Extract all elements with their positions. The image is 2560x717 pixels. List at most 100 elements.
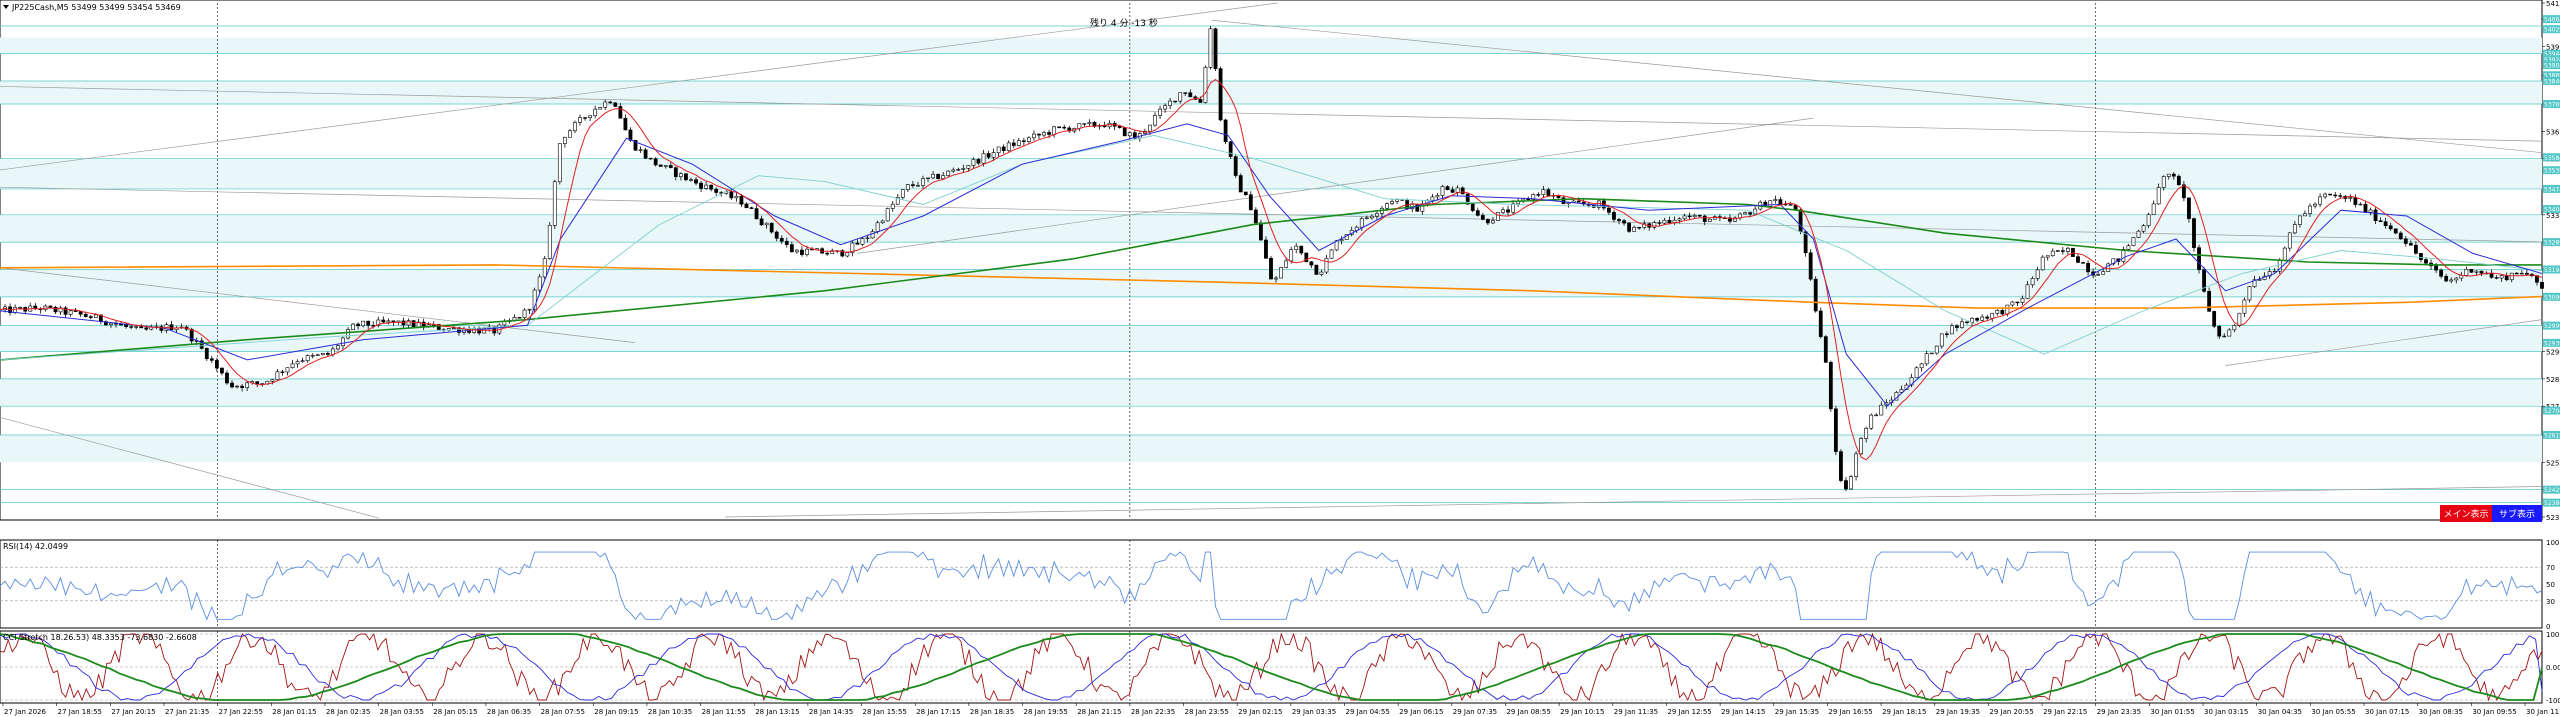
main-view-button[interactable]: メイン表示 xyxy=(2443,508,2488,520)
candle-body xyxy=(2348,197,2353,199)
candle-body xyxy=(436,324,441,330)
candle-body xyxy=(2414,244,2418,254)
candle-body xyxy=(2378,220,2383,222)
candle-body xyxy=(1839,451,1843,481)
candle-body xyxy=(1259,222,1263,241)
candle-body xyxy=(2035,269,2040,279)
candle-body xyxy=(2126,245,2131,250)
candle-body xyxy=(885,208,890,222)
time-tick-label: 29 Jan 18:15 xyxy=(1882,708,1926,716)
candle-body xyxy=(699,182,703,189)
candle-body xyxy=(2171,173,2176,177)
candle-body xyxy=(1304,252,1309,263)
candle-body xyxy=(1995,310,2000,314)
candle-body xyxy=(573,122,577,132)
trendline xyxy=(0,2,1278,171)
candle-body xyxy=(2257,279,2262,281)
price-tag-box xyxy=(2543,15,2560,24)
candle-body xyxy=(936,173,941,180)
candle-body xyxy=(588,115,593,119)
candle-body xyxy=(2192,218,2196,248)
candle-body xyxy=(275,371,280,381)
candle-body xyxy=(800,249,804,255)
time-tick-label: 28 Jan 09:15 xyxy=(594,708,638,716)
candle-body xyxy=(2419,253,2423,260)
time-tick-label: 28 Jan 06:35 xyxy=(487,708,531,716)
candle-body xyxy=(255,381,260,384)
trendline xyxy=(0,86,2543,142)
rsi-tick-label: 0 xyxy=(2546,623,2550,631)
time-tick-label: 28 Jan 18:35 xyxy=(970,708,1014,716)
price-tick-label: 52334 xyxy=(2546,514,2560,522)
candle-body xyxy=(1279,267,1283,279)
cci-axis: 100 0.00 -100 xyxy=(2546,631,2560,705)
candle-body xyxy=(300,360,305,362)
candle-body xyxy=(1617,219,1621,221)
rsi-tick-label: 100 xyxy=(2546,539,2559,547)
candle-body xyxy=(1652,222,1657,228)
candle-body xyxy=(2444,275,2449,282)
cci-green-line xyxy=(0,633,2543,701)
cci-panel[interactable]: CCI Stretch 18.26.53) 48.3353 -73.6830 -… xyxy=(0,630,2543,704)
time-tick-label: 27 Jan 18:55 xyxy=(58,708,102,716)
candle-body xyxy=(1496,212,1500,221)
candle-body xyxy=(1440,186,1445,196)
candle-body xyxy=(1243,191,1248,196)
candle-body xyxy=(890,203,895,209)
candle-body xyxy=(522,309,527,318)
price-tag-box xyxy=(2543,25,2560,34)
candle-body xyxy=(1289,249,1294,262)
candle-body xyxy=(1687,215,1692,218)
time-tick-label: 28 Jan 23:55 xyxy=(1185,708,1229,716)
cci-label: CCI Stretch 18.26.53) 48.3353 -73.6830 -… xyxy=(3,633,197,642)
price-tag-label: 52429 xyxy=(2544,487,2560,494)
trendline xyxy=(0,186,2543,243)
candle-body xyxy=(845,252,850,257)
candle-body xyxy=(159,326,164,331)
price-panel[interactable]: JP225Cash,M5 53499 53499 53454 53469 残り … xyxy=(0,0,2544,522)
time-tick-label: 29 Jan 15:35 xyxy=(1775,708,1819,716)
candle-body xyxy=(1253,209,1258,224)
level-band xyxy=(0,434,2542,463)
candle-body xyxy=(598,107,603,110)
time-tick-label: 28 Jan 11:55 xyxy=(702,708,746,716)
candle-body xyxy=(1702,215,1707,222)
rsi-panel[interactable]: RSI(14) 42.0499 xyxy=(0,539,2543,629)
candle-body xyxy=(1692,215,1697,218)
candle-body xyxy=(805,248,809,255)
candle-body xyxy=(1965,321,1969,323)
candle-body xyxy=(830,250,835,254)
candle-body xyxy=(2519,272,2524,275)
collapse-triangle-icon[interactable] xyxy=(3,5,9,9)
candle-body xyxy=(290,363,295,369)
candle-body xyxy=(1798,209,1803,233)
price-tag-box xyxy=(2543,292,2560,301)
candle-body xyxy=(2141,225,2146,232)
candle-body xyxy=(1127,132,1132,137)
candle-body xyxy=(1168,100,1173,106)
candle-body xyxy=(1733,217,1737,222)
candle-body xyxy=(1183,92,1188,94)
time-tick-label: 29 Jan 16:55 xyxy=(1828,708,1872,716)
candle-body xyxy=(1485,219,1490,224)
candle-body xyxy=(956,169,961,171)
candle-body xyxy=(1975,318,1980,321)
candle-body xyxy=(1369,215,1374,219)
sub-view-button[interactable]: サブ表示 xyxy=(2499,508,2535,520)
candle-body xyxy=(169,324,174,331)
candle-body xyxy=(865,237,870,239)
candle-body xyxy=(1491,220,1495,224)
candle-body xyxy=(2328,193,2333,196)
candle-body xyxy=(729,191,734,199)
candle-body xyxy=(673,167,678,177)
candle-body xyxy=(2494,277,2499,279)
candle-body xyxy=(2030,278,2035,286)
candle-body xyxy=(951,169,956,172)
candle-body xyxy=(1339,239,1344,242)
time-tick-label: 29 Jan 14:15 xyxy=(1721,708,1765,716)
candle-body xyxy=(2131,237,2136,247)
level-band xyxy=(0,80,2542,105)
candle-body xyxy=(386,320,391,323)
candle-body xyxy=(1849,476,1853,490)
time-tick-label: 29 Jan 03:35 xyxy=(1292,708,1336,716)
